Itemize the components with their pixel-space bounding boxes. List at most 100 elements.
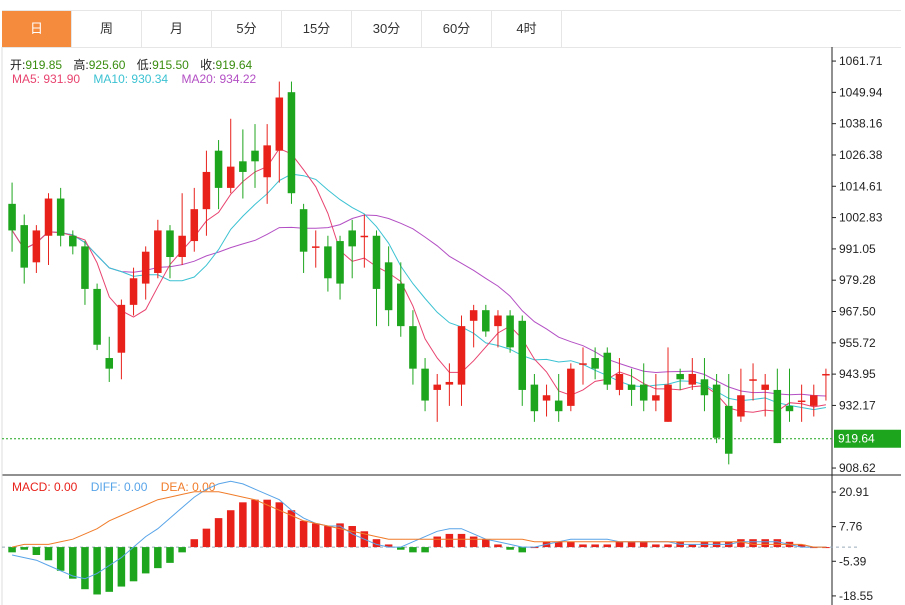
macd-bar	[56, 547, 65, 571]
macd-bar	[688, 544, 697, 548]
macd-bar	[226, 510, 235, 548]
macd-bar	[773, 539, 782, 548]
macd-bar	[664, 544, 672, 548]
candle-body	[202, 171, 211, 210]
macd-bar	[214, 518, 223, 548]
macd-bar	[275, 502, 284, 548]
macd-bar	[445, 533, 454, 548]
candle-body	[348, 230, 356, 247]
candle-body	[749, 379, 757, 381]
candle-body	[591, 358, 599, 369]
price-tick-label: 1002.83	[839, 211, 883, 225]
macd-bar	[506, 547, 514, 550]
macd-bar	[482, 539, 490, 548]
macd-bar	[421, 547, 429, 553]
tab-0[interactable]: 日	[2, 11, 72, 47]
candle-body	[299, 209, 308, 252]
candle-body	[141, 251, 150, 284]
candle-body	[797, 400, 806, 403]
candle-body	[688, 373, 697, 385]
candle-body	[324, 246, 332, 279]
macd-bar	[639, 541, 648, 548]
price-tick-label: 1061.71	[839, 54, 883, 68]
candle-body	[336, 241, 344, 284]
candle-body	[287, 92, 296, 194]
candle-body	[627, 384, 636, 390]
candle-body	[178, 235, 186, 258]
macd-bar	[239, 502, 247, 548]
macd-bar	[251, 499, 259, 548]
macd-bar	[202, 528, 211, 548]
candle-body	[251, 150, 259, 162]
candle-body	[190, 209, 199, 242]
candle-body	[397, 283, 405, 327]
candle-body	[822, 373, 830, 376]
candle-body	[239, 161, 247, 172]
candle-body	[482, 310, 490, 332]
tab-3[interactable]: 5分	[212, 11, 282, 47]
candle-body	[810, 395, 818, 406]
macd-bar	[761, 539, 769, 548]
tab-1[interactable]: 周	[72, 11, 142, 47]
macd-bar	[554, 541, 563, 548]
macd-legend: MACD: 0.00 DIFF: 0.00 DEA: 0.00	[12, 480, 225, 494]
close-value: 919.64	[215, 58, 253, 72]
candle-body	[226, 166, 235, 188]
macd-bar	[299, 520, 308, 548]
candle-body	[603, 352, 612, 385]
candle-body	[445, 381, 454, 385]
candle-body	[154, 230, 162, 273]
candle-body	[421, 368, 429, 401]
macd-bar	[469, 536, 478, 548]
macd-bar	[603, 544, 612, 548]
diff-legend-item: DIFF: 0.00	[90, 480, 148, 494]
macd-bar	[311, 523, 320, 548]
price-tick-label: 943.95	[839, 367, 876, 381]
candle-body	[372, 235, 381, 289]
tab-7[interactable]: 4时	[492, 11, 562, 47]
price-tick-label: 908.62	[839, 461, 876, 475]
candle-body	[494, 315, 502, 327]
macd-bar	[652, 544, 660, 548]
ma5-line	[11, 147, 826, 413]
dea-line	[11, 491, 826, 548]
macd-bar	[397, 547, 405, 550]
candle-body	[652, 395, 660, 401]
candle-body	[384, 262, 393, 311]
candle-body	[263, 145, 271, 178]
price-tick-label: 1014.61	[839, 179, 883, 193]
macd-bar	[93, 547, 101, 595]
high-label: 高:	[73, 58, 89, 72]
candle-body	[166, 230, 174, 258]
period-tabs: 日周月 5分 15分 30分 60分 4时	[2, 10, 901, 48]
tab-5[interactable]: 30分	[352, 11, 422, 47]
low-value: 915.50	[152, 58, 189, 72]
price-tick-label: 967.50	[839, 305, 876, 319]
tab-2[interactable]: 月	[142, 11, 212, 47]
macd-bar	[166, 547, 174, 563]
macd-bar	[69, 547, 77, 579]
candle-body	[105, 358, 114, 369]
tab-6[interactable]: 60分	[422, 11, 492, 47]
macd-bar	[457, 533, 466, 548]
ohlc-readout: 开:919.85 高:925.60 低:915.50 收:919.64	[10, 56, 260, 73]
last-price-label: 919.64	[838, 432, 875, 446]
candle-body	[8, 203, 16, 231]
candle-body	[567, 368, 575, 406]
candle-body	[530, 384, 539, 412]
tab-4[interactable]: 15分	[282, 11, 352, 47]
macd-bar	[749, 539, 757, 548]
macd-bar	[615, 541, 624, 548]
candle-body	[773, 389, 782, 444]
price-tick-label: 979.28	[839, 273, 876, 287]
ma20-line	[11, 214, 826, 397]
macd-bar	[105, 547, 114, 592]
macd-bar	[627, 541, 636, 548]
price-tick-label: 1038.16	[839, 117, 883, 131]
macd-bar	[372, 539, 381, 548]
candle-body	[506, 315, 514, 348]
macd-bar	[129, 547, 138, 582]
macd-bar	[797, 544, 806, 548]
candle-body	[469, 310, 478, 321]
